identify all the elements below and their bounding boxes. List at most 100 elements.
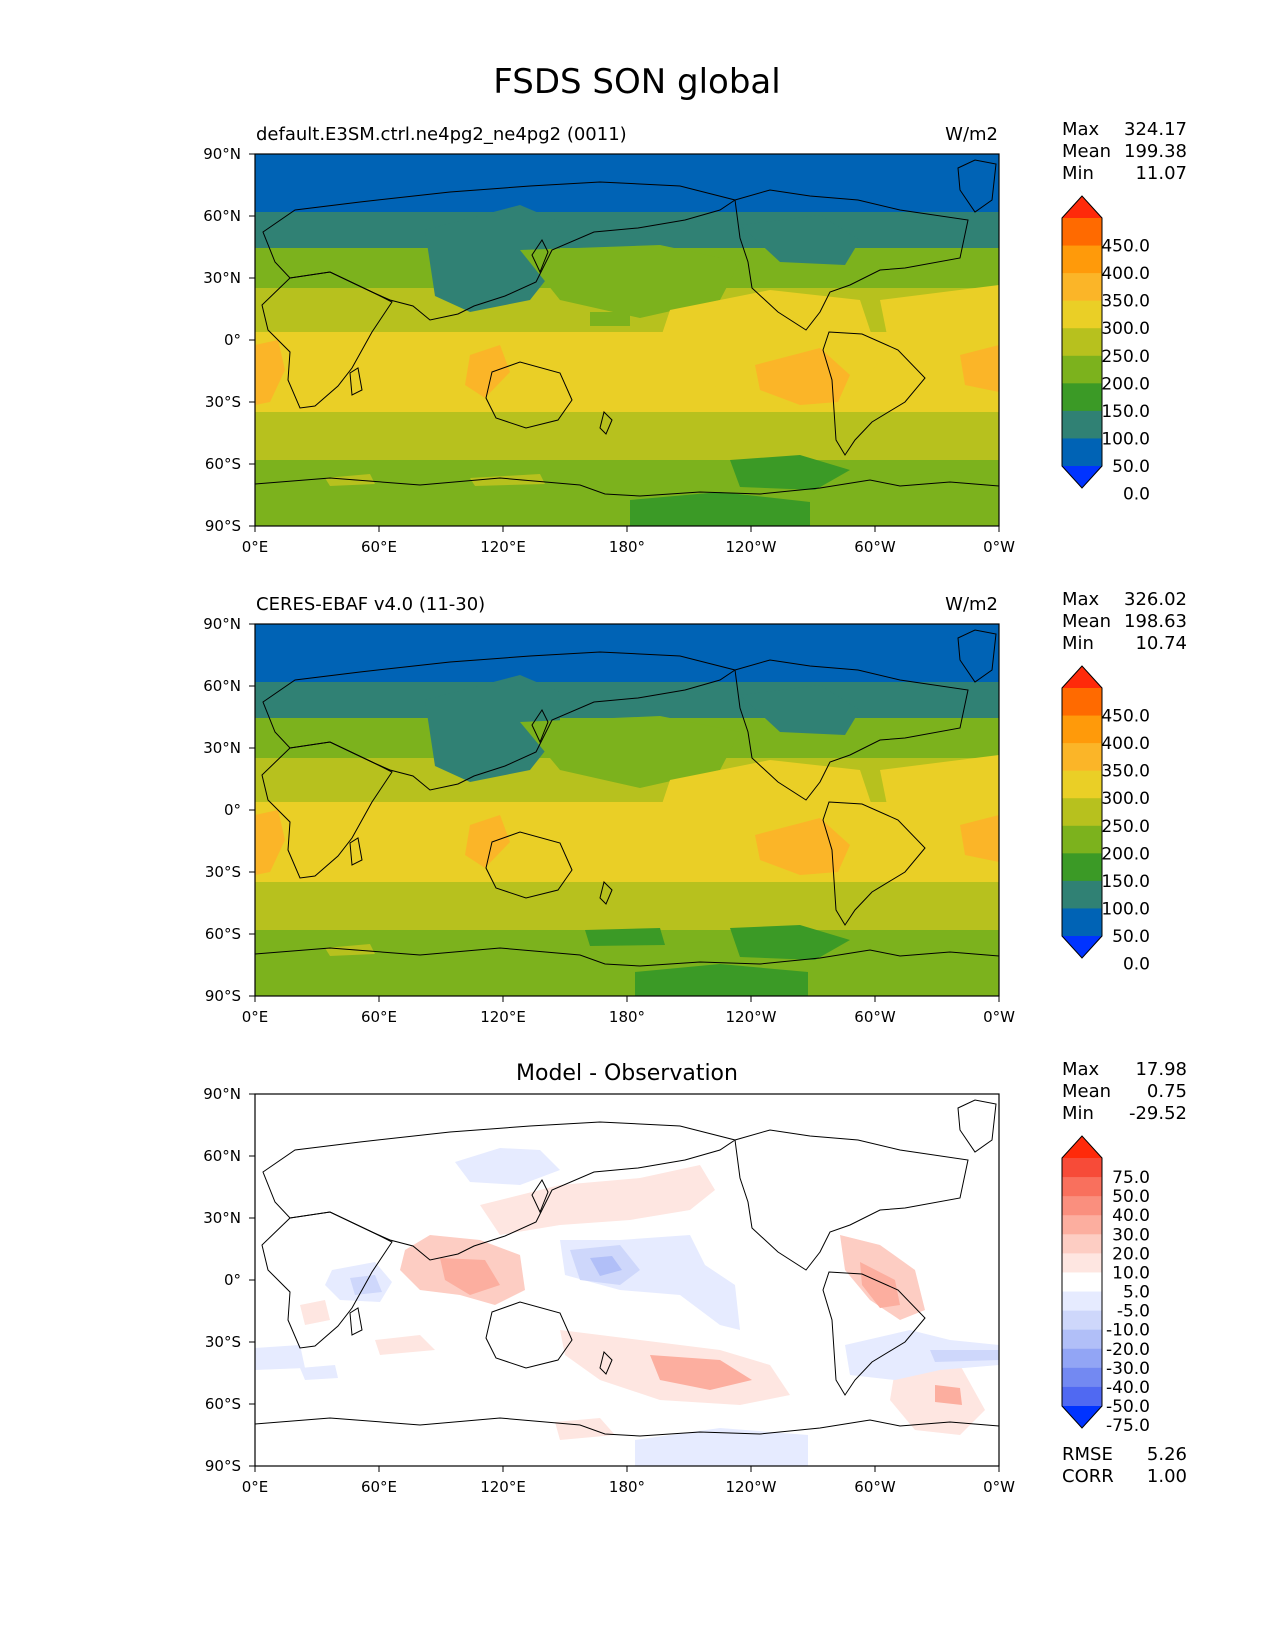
band-polar-north bbox=[255, 154, 999, 216]
lat-tick-marks bbox=[249, 1093, 255, 1467]
colorbar: 450.0 400.0 350.0 300.0 250.0 200.0 150.0 100.0… bbox=[1061, 665, 1150, 975]
colorbar-segment bbox=[1062, 798, 1102, 827]
coast-japan bbox=[531, 239, 549, 274]
panel-units: W/m2 bbox=[945, 124, 998, 145]
colorbar-extend-max bbox=[1062, 666, 1102, 688]
lon-tick: 0°W bbox=[983, 538, 1015, 556]
coast-japan bbox=[531, 1179, 549, 1214]
colorbar-tick-label: 40.0 bbox=[1112, 1206, 1150, 1226]
stat-max-label: Max bbox=[1062, 119, 1100, 140]
colorbar-segment bbox=[1062, 245, 1102, 274]
lon-tick: 0°E bbox=[242, 1008, 269, 1026]
lon-tick: 0°E bbox=[242, 1478, 269, 1496]
lon-tick-marks bbox=[254, 1466, 1000, 1472]
anomaly-africa-south bbox=[375, 1335, 435, 1355]
field-map bbox=[255, 154, 999, 526]
colorbar-segment bbox=[1062, 825, 1102, 854]
band-subpolar-north bbox=[255, 682, 999, 724]
region-pacific-band bbox=[520, 245, 740, 318]
lon-tick: 60°E bbox=[361, 538, 397, 556]
lon-tick: 120°E bbox=[480, 1478, 526, 1496]
lat-tick: 30°N bbox=[203, 269, 241, 287]
lon-tick: 60°E bbox=[361, 1008, 397, 1026]
colorbar-tick-label: -40.0 bbox=[1106, 1378, 1150, 1398]
colorbar-tick-label: 450.0 bbox=[1101, 707, 1150, 727]
anomaly-small bbox=[300, 1365, 338, 1380]
region-pacific-band bbox=[520, 716, 740, 788]
stat-max-label: Max bbox=[1062, 589, 1100, 610]
colorbar-segment bbox=[1062, 1367, 1102, 1388]
colorbar-tick-label: 100.0 bbox=[1101, 899, 1150, 919]
region-southern-dark-2 bbox=[585, 928, 665, 946]
panel-reference: CERES-EBAF v4.0 (11-30) W/m2 bbox=[203, 589, 1187, 1026]
coast-madagascar bbox=[349, 367, 363, 396]
colorbar-extend-min bbox=[1062, 1406, 1102, 1428]
colorbar-tick-label: 75.0 bbox=[1112, 1168, 1150, 1188]
lat-tick: 90°N bbox=[203, 145, 241, 163]
lon-tick: 0°W bbox=[983, 1478, 1015, 1496]
panel-units: W/m2 bbox=[945, 594, 998, 615]
band-subtropics-south bbox=[255, 412, 999, 464]
corr-label: CORR bbox=[1062, 1466, 1114, 1487]
colorbar-tick-label: 20.0 bbox=[1112, 1244, 1150, 1264]
colorbar-segment bbox=[1062, 383, 1102, 412]
colorbar-segment bbox=[1062, 1158, 1102, 1178]
lat-tick-marks bbox=[249, 153, 255, 527]
stat-min-value: -29.52 bbox=[1129, 1103, 1187, 1124]
stat-max-value: 17.98 bbox=[1135, 1059, 1187, 1080]
lon-tick: 60°W bbox=[854, 1478, 896, 1496]
latitude-ticks: 90°N 60°N 30°N 0° 30°S 60°S 90°S bbox=[203, 1085, 255, 1475]
region-pacific-patch bbox=[590, 312, 630, 326]
coast-eurasia bbox=[262, 181, 737, 321]
stat-max-label: Max bbox=[1062, 1059, 1100, 1080]
region-antarctic-dark bbox=[635, 964, 808, 996]
lon-tick: 120°E bbox=[480, 538, 526, 556]
stats-block: Max 17.98 Mean 0.75 Min -29.52 bbox=[1062, 1059, 1187, 1124]
anomaly-south-pacific-core bbox=[650, 1355, 752, 1390]
colorbar-tick-label: -50.0 bbox=[1106, 1397, 1150, 1417]
lon-tick-marks bbox=[254, 996, 1000, 1002]
longitude-ticks: 0°E 60°E 120°E 180° 120°W 60°W 0°W bbox=[242, 996, 1015, 1026]
stat-mean-label: Mean bbox=[1062, 1081, 1111, 1102]
coast-namerica bbox=[734, 189, 969, 331]
anomaly-central-pacific-core bbox=[590, 1256, 622, 1276]
colorbar-outline bbox=[1061, 665, 1103, 959]
region-indonesia bbox=[465, 815, 510, 868]
field-map bbox=[255, 624, 999, 996]
negative-anomalies bbox=[255, 1148, 999, 1466]
colorbar-tick-label: -10.0 bbox=[1106, 1321, 1150, 1341]
coast-antarctica bbox=[255, 477, 999, 497]
coast-eurasia bbox=[262, 1121, 737, 1261]
coast-nz bbox=[599, 881, 613, 905]
positive-anomalies bbox=[300, 1165, 985, 1440]
colorbar-tick-label: 150.0 bbox=[1101, 872, 1150, 892]
region-atlantic-max bbox=[960, 345, 999, 392]
colorbar-segment bbox=[1062, 908, 1102, 937]
lat-tick: 30°S bbox=[205, 1333, 241, 1351]
lat-tick: 30°N bbox=[203, 739, 241, 757]
stat-mean-value: 199.38 bbox=[1124, 141, 1187, 162]
colorbar-tick-label: -5.0 bbox=[1117, 1302, 1150, 1322]
colorbar-segment bbox=[1062, 355, 1102, 384]
panel-left-title: default.E3SM.ctrl.ne4pg2_ne4pg2 (0011) bbox=[256, 124, 627, 145]
lat-tick: 30°S bbox=[205, 863, 241, 881]
stat-mean-label: Mean bbox=[1062, 141, 1111, 162]
rmse-label: RMSE bbox=[1062, 1444, 1113, 1465]
stat-min-label: Min bbox=[1062, 163, 1094, 184]
anomaly-antarctic bbox=[635, 1428, 808, 1466]
colorbar-segment bbox=[1062, 715, 1102, 744]
stat-min-label: Min bbox=[1062, 633, 1094, 654]
region-africa-west bbox=[255, 340, 285, 405]
stat-mean-value: 0.75 bbox=[1147, 1081, 1187, 1102]
lat-tick: 0° bbox=[224, 1271, 241, 1289]
colorbar-tick-label: 10.0 bbox=[1112, 1263, 1150, 1283]
band-tropics bbox=[255, 802, 999, 886]
coast-madagascar bbox=[349, 837, 363, 866]
region-southern-dark bbox=[730, 925, 850, 960]
stats-block: Max 326.02 Mean 198.63 Min 10.74 bbox=[1062, 589, 1187, 654]
lat-tick: 30°S bbox=[205, 393, 241, 411]
anomaly-east-africa-core bbox=[350, 1275, 382, 1295]
lon-tick: 180° bbox=[609, 1008, 645, 1026]
band-tropics bbox=[255, 332, 999, 416]
